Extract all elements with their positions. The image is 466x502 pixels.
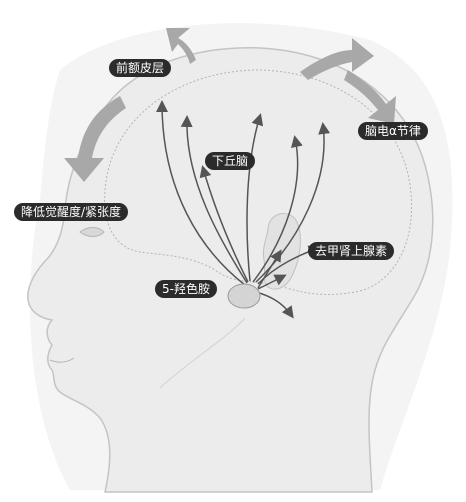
arrow-to-prefrontal	[156, 100, 246, 286]
label-norepinephrine: 去甲肾上腺素	[308, 242, 395, 260]
label-prefrontal-cortex: 前额皮层	[109, 59, 172, 77]
label-reduce-arousal: 降低觉醒度/紧张度	[14, 203, 129, 221]
cycle-arrow-left	[64, 96, 126, 182]
label-hypothalamus: 下丘脑	[205, 152, 256, 170]
arrow-upper-right	[252, 135, 303, 283]
label-serotonin: 5-羟色胺	[155, 280, 217, 298]
arrow-upper-mid	[246, 113, 264, 282]
cycle-arrow-top	[166, 28, 196, 64]
arrow-mid-right	[257, 274, 287, 290]
jaw-line	[159, 317, 246, 389]
mouth	[49, 357, 75, 363]
ear	[263, 213, 301, 290]
arrow-to-ear	[257, 249, 282, 289]
serotonin-nucleus	[227, 283, 261, 309]
cycle-arrow-right-down	[344, 70, 396, 124]
arrow-to-hypothalamus	[199, 165, 249, 283]
brain-outline	[104, 69, 413, 295]
label-eeg-alpha-rhythm: 脑电α节律	[358, 122, 428, 140]
eye	[79, 227, 105, 237]
cycle-arrow-right-top	[300, 38, 374, 80]
head-silhouette	[27, 47, 434, 493]
arrow-upper-left	[180, 115, 248, 284]
